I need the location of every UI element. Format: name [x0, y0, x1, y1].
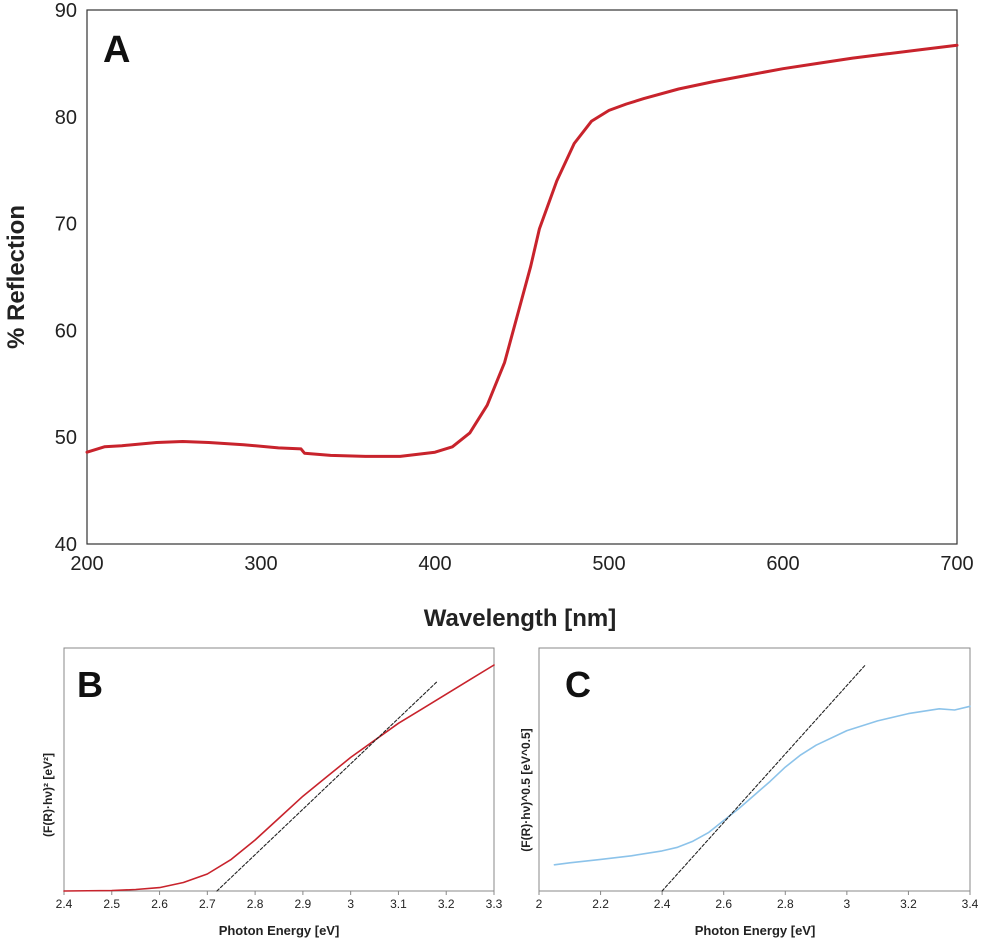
panel-b-plot-area	[63, 647, 495, 892]
panel-a-y-tick-label: 90	[55, 0, 77, 22]
panel-b-x-tick-label: 3.1	[390, 897, 407, 911]
panel-c-y-axis-title: (F(R)·hν)^0.5 [eV^0.5]	[519, 728, 533, 851]
panel-b-data-line	[63, 664, 495, 892]
panel-b-x-ticks: 2.4 2.5 2.6 2.7 2.8 2.9 3 3.1 3.2 3.3	[56, 891, 503, 911]
panel-c-data-line	[553, 705, 971, 866]
panel-c-x-tick-label: 3	[844, 897, 851, 911]
panel-a-y-axis-title: % Reflection	[3, 205, 30, 349]
panel-a-y-tick-label: 60	[55, 320, 77, 342]
panel-b-x-axis-title: Photon Energy [eV]	[219, 923, 340, 938]
panel-c-x-axis-title: Photon Energy [eV]	[695, 923, 816, 938]
panel-a-x-tick-label: 600	[766, 553, 799, 575]
panel-b-label: B	[77, 664, 103, 705]
panel-a-data-line	[85, 43, 959, 458]
panel-b-fit-line	[216, 681, 438, 892]
panel-a-y-tick-label: 80	[55, 107, 77, 129]
panel-b-x-tick-label: 3	[347, 897, 354, 911]
panel-c-x-tick-label: 2.2	[592, 897, 609, 911]
panel-b: 2.4 2.5 2.6 2.7 2.8 2.9 3 3.1 3.2 3.3 B Photon En…	[41, 647, 503, 938]
panel-b-x-tick-label: 2.6	[151, 897, 168, 911]
panel-b-x-tick-label: 2.7	[199, 897, 216, 911]
panel-c-x-tick-label: 3.4	[962, 897, 979, 911]
panel-b-x-tick-label: 2.8	[247, 897, 264, 911]
panel-a-y-ticks: 40 50 60 70 80 90	[55, 0, 77, 556]
panel-a-y-tick-label: 40	[55, 534, 77, 556]
panel-a: 200 300 400 500 600 700 40 50 60 70 80 90 A Wavele…	[3, 0, 974, 632]
panel-b-y-axis-title: (F(R)·hν)² [eV²]	[41, 753, 55, 837]
panel-a-x-axis-title: Wavelength [nm]	[424, 605, 616, 632]
panel-b-x-tick-label: 2.5	[103, 897, 120, 911]
panel-a-x-tick-label: 400	[418, 553, 451, 575]
panel-a-plot-area	[86, 9, 958, 545]
panel-a-y-tick-label: 50	[55, 427, 77, 449]
panel-c-x-tick-label: 2.8	[777, 897, 794, 911]
panel-a-label: A	[103, 29, 130, 71]
panel-c: 2 2.2 2.4 2.6 2.8 3 3.2 3.4 C Photon Energy [eV…	[519, 647, 979, 938]
panel-c-x-tick-label: 3.2	[900, 897, 917, 911]
panel-a-x-tick-label: 200	[70, 553, 103, 575]
panel-a-x-tick-label: 500	[592, 553, 625, 575]
panel-b-series	[63, 664, 495, 892]
panel-a-series	[85, 43, 959, 458]
panel-c-x-tick-label: 2.6	[715, 897, 732, 911]
panel-a-x-tick-label: 700	[940, 553, 973, 575]
panel-b-x-tick-label: 3.2	[438, 897, 455, 911]
panel-c-x-ticks: 2 2.2 2.4 2.6 2.8 3 3.2 3.4	[536, 891, 979, 911]
panel-a-x-ticks: 200 300 400 500 600 700	[70, 553, 973, 575]
panel-a-x-tick-label: 300	[244, 553, 277, 575]
panel-c-x-tick-label: 2	[536, 897, 543, 911]
panel-c-label: C	[565, 664, 591, 705]
panel-b-x-tick-label: 2.9	[295, 897, 312, 911]
panel-b-x-tick-label: 3.3	[486, 897, 503, 911]
panel-c-series	[553, 664, 971, 892]
panel-c-plot-area	[538, 647, 971, 892]
panel-c-x-tick-label: 2.4	[654, 897, 671, 911]
panel-c-fit-line	[661, 664, 866, 892]
panel-b-x-tick-label: 2.4	[56, 897, 73, 911]
panel-a-y-tick-label: 70	[55, 214, 77, 236]
